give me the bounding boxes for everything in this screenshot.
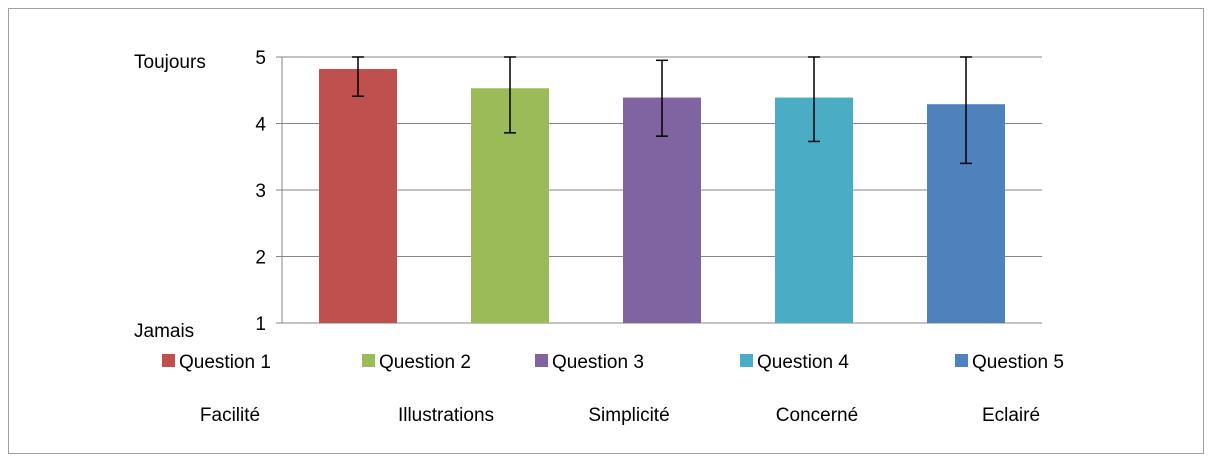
legend-swatch-5 [955,354,968,367]
y-tick-label: 3 [255,181,266,202]
y-label-top: Toujours [134,52,206,73]
y-tick-label: 2 [255,248,266,269]
legend-label-4: Question 4 [757,352,849,373]
legend-swatch-2 [362,354,375,367]
category-label: Facilité [200,405,260,426]
y-tick-label: 5 [255,48,266,69]
legend-swatch-4 [740,354,753,367]
y-tick-label: 4 [255,115,266,136]
y-label-bottom: Jamais [134,321,194,342]
legend-swatch-3 [535,354,548,367]
y-tick-label: 1 [255,314,266,335]
category-label: Illustrations [398,405,494,426]
legend-label-3: Question 3 [552,352,644,373]
category-label: Simplicité [588,405,669,426]
bar-1 [319,68,397,323]
chart-frame [8,8,1204,454]
category-label: Eclairé [982,405,1040,426]
category-label: Concerné [776,405,858,426]
legend-label-2: Question 2 [379,352,471,373]
legend-label-1: Question 1 [179,352,271,373]
legend-swatch-1 [162,354,175,367]
legend-label-5: Question 5 [972,352,1064,373]
